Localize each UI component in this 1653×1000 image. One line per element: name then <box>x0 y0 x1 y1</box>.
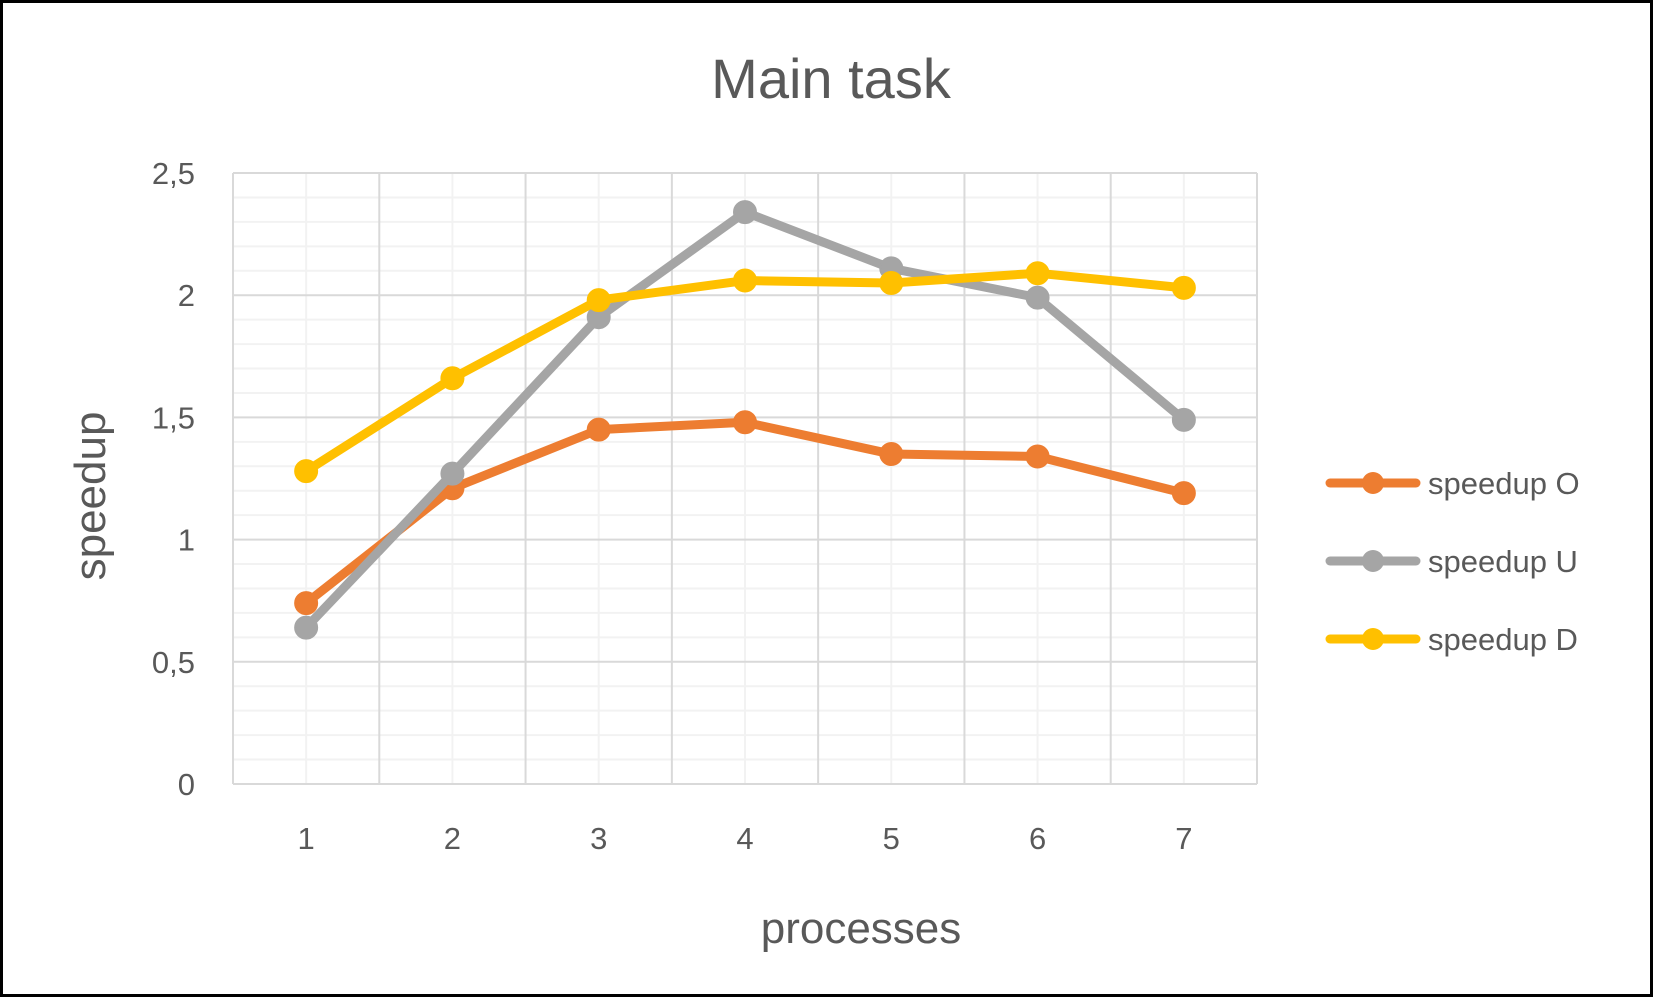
data-point <box>294 459 319 484</box>
data-point <box>733 200 757 225</box>
data-point <box>879 442 904 467</box>
data-point <box>1025 285 1050 310</box>
data-point <box>733 268 757 293</box>
data-point <box>440 366 465 391</box>
y-axis-ticks: 0 0,5 1 1,5 2 2,5 <box>152 156 195 802</box>
data-point <box>586 417 611 442</box>
y-tick-label: 0,5 <box>152 645 195 680</box>
x-axis-title: processes <box>761 904 962 953</box>
y-tick-label: 0 <box>178 767 195 802</box>
series-3 <box>294 261 1196 484</box>
data-point <box>294 591 319 616</box>
data-point <box>1171 407 1196 432</box>
x-tick-label: 4 <box>736 821 753 856</box>
legend-marker <box>1362 472 1384 494</box>
legend: speedup O speedup U speedup D <box>1325 466 1580 657</box>
x-tick-label: 1 <box>298 821 315 856</box>
chart-title: Main task <box>711 47 952 110</box>
minor-gridlines <box>233 173 1257 784</box>
y-tick-label: 1 <box>178 523 195 558</box>
data-point <box>733 410 757 435</box>
legend-item: speedup U <box>1325 544 1578 579</box>
x-tick-label: 6 <box>1029 821 1046 856</box>
series-2 <box>294 200 1196 640</box>
data-point <box>294 615 319 640</box>
x-tick-label: 3 <box>590 821 607 856</box>
x-tick-label: 2 <box>444 821 461 856</box>
x-axis-ticks: 1 2 3 4 5 6 7 <box>298 821 1193 856</box>
x-tick-label: 7 <box>1175 821 1192 856</box>
y-tick-label: 2 <box>178 278 195 313</box>
legend-item: speedup O <box>1325 466 1580 501</box>
x-tick-label: 5 <box>883 821 900 856</box>
legend-label: speedup D <box>1428 622 1578 657</box>
data-point <box>1171 275 1196 300</box>
y-tick-label: 1,5 <box>152 400 195 435</box>
series-layer <box>294 200 1196 640</box>
data-point <box>586 288 611 313</box>
data-point <box>1025 261 1050 286</box>
data-point <box>1171 481 1196 506</box>
legend-label: speedup U <box>1428 544 1578 579</box>
y-axis-title: speedup <box>66 412 115 581</box>
y-tick-label: 2,5 <box>152 156 195 191</box>
data-point <box>440 461 465 486</box>
data-point <box>1025 444 1050 469</box>
legend-item: speedup D <box>1325 622 1578 657</box>
legend-label: speedup O <box>1428 466 1580 501</box>
data-point <box>879 270 904 295</box>
legend-marker <box>1362 628 1384 650</box>
legend-marker <box>1362 550 1384 572</box>
